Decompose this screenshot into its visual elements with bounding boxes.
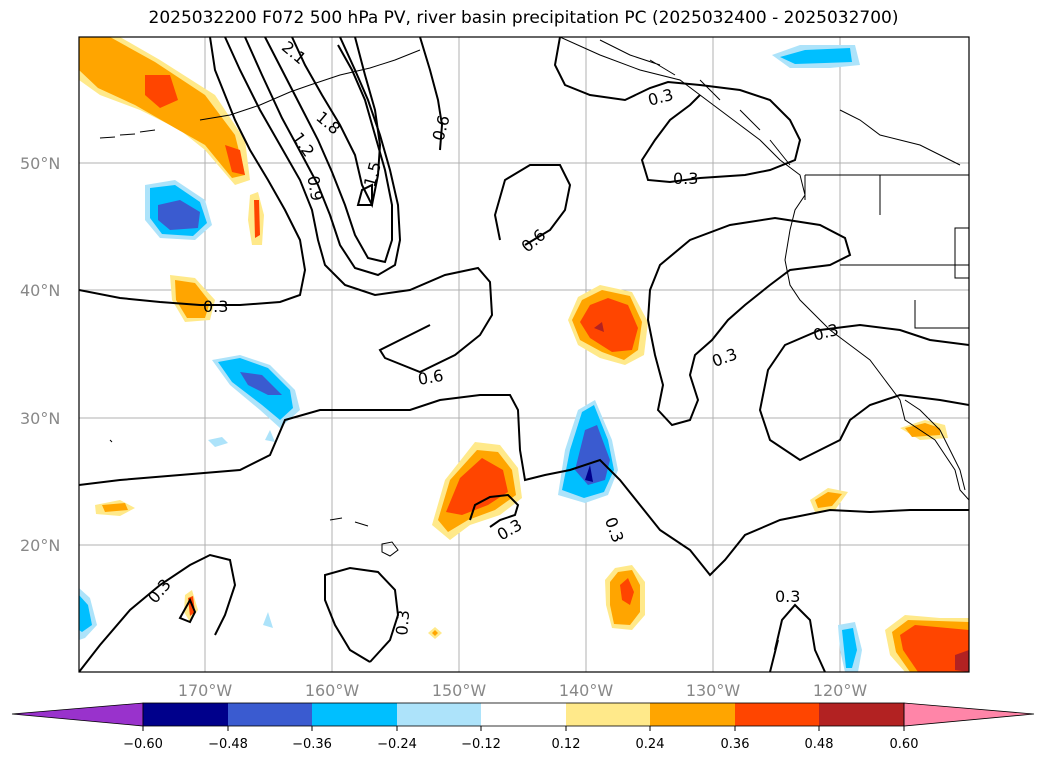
map-title: 2025032200 F072 500 hPa PV, river basin … [148, 8, 899, 28]
lon-label: 150°W [432, 681, 487, 700]
colorbar: −0.60 −0.48 −0.36 −0.24 −0.12 0.12 0.24 … [11, 702, 1035, 752]
colorbar-segment [143, 703, 228, 726]
colorbar-segment [481, 703, 566, 726]
colorbar-tick-label: 0.60 [890, 737, 919, 752]
lon-label: 120°W [813, 681, 868, 700]
colorbar-segment [228, 703, 312, 726]
colorbar-tick-label: −0.60 [123, 737, 163, 752]
contour-label: 0.3 [775, 587, 800, 606]
colorbar-tick-label: 0.36 [721, 737, 750, 752]
colorbar-segment [650, 703, 735, 726]
contour-labels: 2.1 1.8 1.2 0.9 1.5 0.6 0.3 0.6 0.3 0.6 … [144, 37, 841, 636]
colorbar-tick-label: −0.48 [208, 737, 248, 752]
lon-label: 130°W [686, 681, 741, 700]
colorbar-segment [312, 703, 397, 726]
lon-label: 160°W [305, 681, 360, 700]
contour-label: 0.3 [392, 609, 413, 636]
longitude-labels: 170°W 160°W 150°W 140°W 130°W 120°W [178, 681, 868, 700]
colorbar-tick-label: −0.36 [292, 737, 332, 752]
colorbar-tick-label: 0.48 [805, 737, 834, 752]
contour-label: 0.3 [203, 297, 228, 316]
colorbar-extend-left [11, 702, 144, 727]
colorbar-tick-label: −0.12 [461, 737, 501, 752]
latitude-labels: 50°N 40°N 30°N 20°N [20, 154, 60, 555]
colorbar-segment [397, 703, 481, 726]
contour-label: 0.3 [673, 169, 698, 188]
colorbar-segment [735, 703, 819, 726]
coastlines [99, 37, 969, 557]
contour-label: 0.9 [303, 174, 326, 202]
plot-frame [78, 36, 970, 673]
lon-label: 140°W [559, 681, 614, 700]
lon-label: 170°W [178, 681, 233, 700]
lat-label: 50°N [20, 154, 60, 173]
precip-shading [79, 37, 969, 672]
contour-label: 0.6 [416, 366, 444, 389]
lat-label: 20°N [20, 536, 60, 555]
colorbar-tick-label: −0.24 [377, 737, 417, 752]
gridlines [79, 37, 969, 672]
colorbar-tick-label: 0.24 [636, 737, 665, 752]
lat-label: 40°N [20, 281, 60, 300]
colorbar-extend-right [903, 702, 1035, 727]
colorbar-segment [819, 703, 904, 726]
pv-contours [79, 37, 969, 672]
colorbar-tick-label: 0.12 [552, 737, 581, 752]
lat-label: 30°N [20, 409, 60, 428]
colorbar-segment [566, 703, 650, 726]
